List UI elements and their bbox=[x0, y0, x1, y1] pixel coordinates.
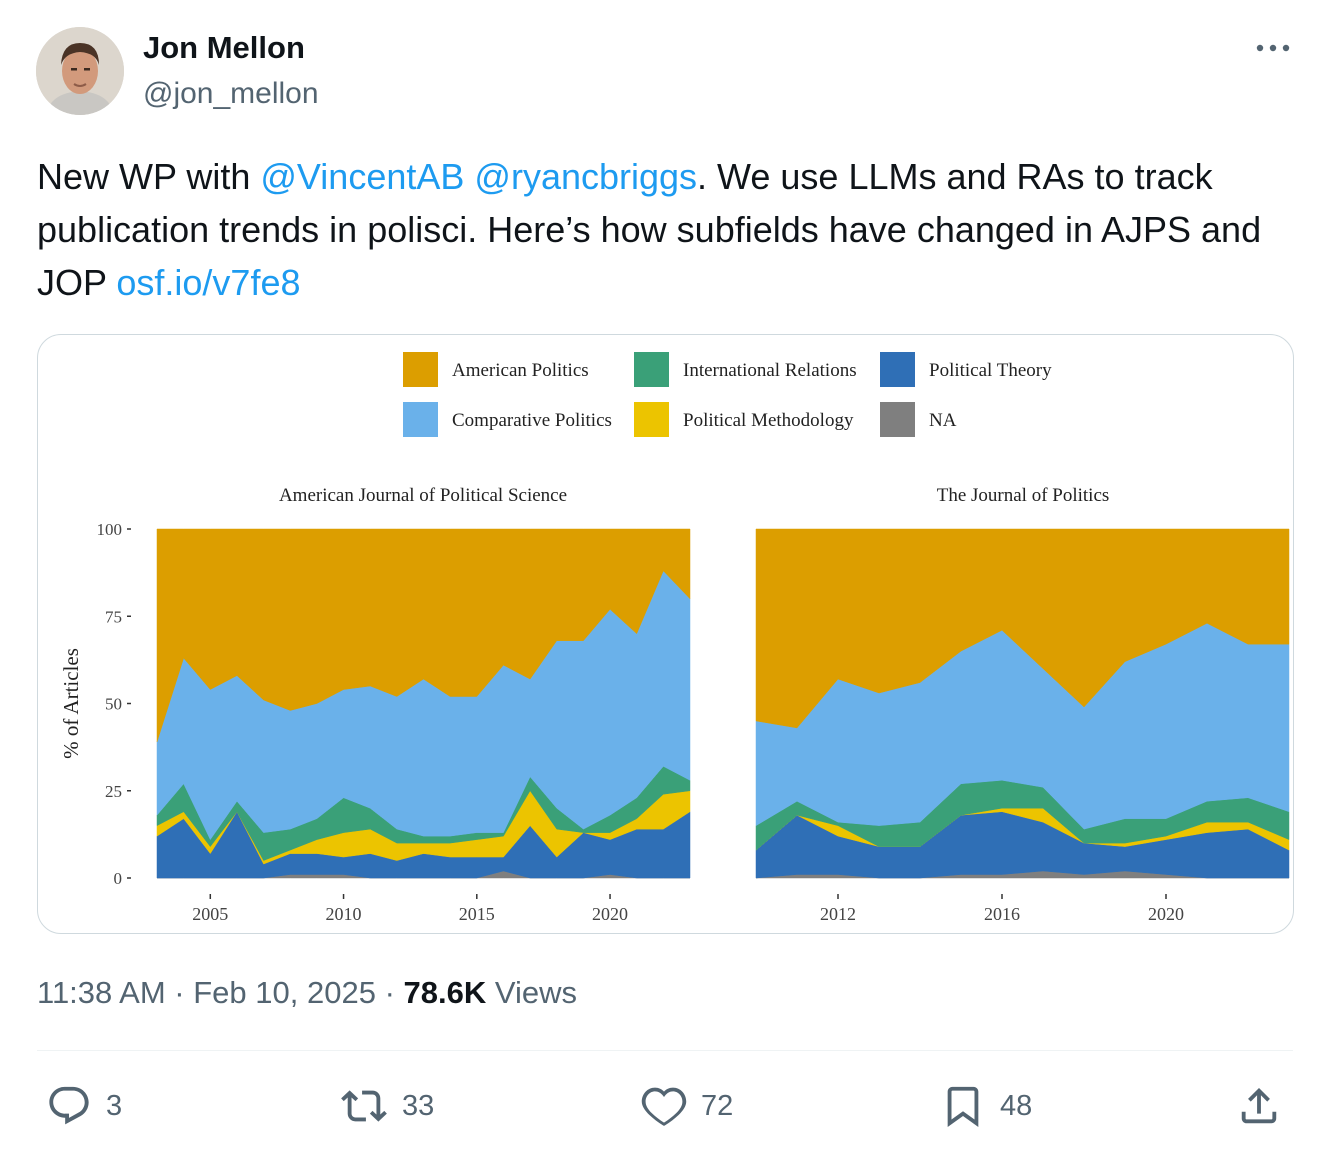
legend-label-political-methodology: Political Methodology bbox=[683, 410, 854, 431]
x-tick-label: 2010 bbox=[326, 904, 362, 924]
tweet-text-part: New WP with bbox=[37, 156, 261, 197]
media-card[interactable]: American Politics International Relations… bbox=[37, 334, 1294, 934]
share-button[interactable] bbox=[1236, 1082, 1282, 1130]
tweet-text-space bbox=[464, 156, 474, 197]
legend-label-international-relations: International Relations bbox=[683, 360, 857, 381]
author-handle[interactable]: @jon_mellon bbox=[143, 77, 319, 110]
chart-image: American Politics International Relations… bbox=[59, 352, 1290, 924]
more-options-button[interactable] bbox=[1252, 30, 1296, 66]
reply-icon bbox=[49, 1086, 89, 1125]
legend-label-comparative-politics: Comparative Politics bbox=[452, 410, 612, 431]
divider bbox=[37, 1050, 1293, 1051]
tweet-meta: 11:38 AM · Feb 10, 2025 · 78.6K Views bbox=[37, 975, 577, 1011]
views-label: Views bbox=[486, 975, 577, 1010]
meta-separator: · bbox=[165, 975, 194, 1010]
x-tick-label: 2016 bbox=[984, 904, 1020, 924]
x-tick-label: 2005 bbox=[192, 904, 228, 924]
x-tick-label: 2012 bbox=[820, 904, 856, 924]
legend-swatch-na bbox=[880, 402, 915, 437]
repost-count: 33 bbox=[402, 1089, 435, 1122]
bookmark-button[interactable]: 48 bbox=[940, 1082, 1032, 1130]
like-button[interactable]: 72 bbox=[641, 1082, 733, 1130]
y-axis-label: % of Articles bbox=[59, 648, 83, 759]
tweet-date[interactable]: Feb 10, 2025 bbox=[193, 975, 376, 1010]
more-dots-icon bbox=[1256, 44, 1290, 52]
share-icon bbox=[1241, 1087, 1277, 1124]
legend-swatch-political-methodology bbox=[634, 402, 669, 437]
bookmark-icon bbox=[947, 1086, 979, 1127]
repost-button[interactable]: 33 bbox=[340, 1082, 434, 1130]
tweet-text: New WP with @VincentAB @ryancbriggs. We … bbox=[37, 150, 1297, 309]
legend-swatch-political-theory bbox=[880, 352, 915, 387]
tweet-time[interactable]: 11:38 AM bbox=[37, 975, 166, 1010]
x-tick-label: 2020 bbox=[1148, 904, 1184, 924]
bookmark-count: 48 bbox=[1000, 1089, 1033, 1122]
repost-icon bbox=[341, 1090, 387, 1122]
meta-separator: · bbox=[375, 975, 404, 1010]
avatar-portrait-icon bbox=[36, 27, 124, 115]
legend-swatch-american-politics bbox=[403, 352, 438, 387]
author-name[interactable]: Jon Mellon bbox=[143, 30, 305, 65]
views-count: 78.6K bbox=[403, 975, 487, 1010]
tweet-text-part: . We use LLMs and RAs to track publicati… bbox=[37, 156, 1262, 303]
heart-icon bbox=[641, 1087, 687, 1126]
x-tick-label: 2020 bbox=[592, 904, 628, 924]
y-tick-label: 75 bbox=[105, 607, 122, 626]
legend-label-na: NA bbox=[929, 410, 957, 431]
area-american-politics bbox=[755, 528, 1290, 729]
legend-label-political-theory: Political Theory bbox=[929, 360, 1052, 381]
reply-count: 3 bbox=[106, 1089, 123, 1122]
area-american-politics bbox=[156, 528, 691, 742]
mention-link[interactable]: @VincentAB bbox=[260, 156, 465, 197]
y-tick-label: 100 bbox=[97, 520, 123, 539]
x-tick-label: 2015 bbox=[459, 904, 495, 924]
y-tick-label: 0 bbox=[114, 869, 123, 888]
legend-label-american-politics: American Politics bbox=[452, 360, 589, 381]
url-link[interactable]: osf.io/v7fe8 bbox=[116, 262, 301, 303]
chart-title: The Journal of Politics bbox=[937, 485, 1110, 506]
y-tick-label: 50 bbox=[105, 695, 122, 714]
avatar[interactable] bbox=[36, 27, 124, 115]
mention-link[interactable]: @ryancbriggs bbox=[474, 156, 698, 197]
chart-title: American Journal of Political Science bbox=[279, 485, 567, 506]
legend-swatch-international-relations bbox=[634, 352, 669, 387]
y-tick-label: 25 bbox=[105, 782, 122, 801]
like-count: 72 bbox=[701, 1089, 734, 1122]
reply-button[interactable]: 3 bbox=[46, 1082, 122, 1130]
legend-swatch-comparative-politics bbox=[403, 402, 438, 437]
